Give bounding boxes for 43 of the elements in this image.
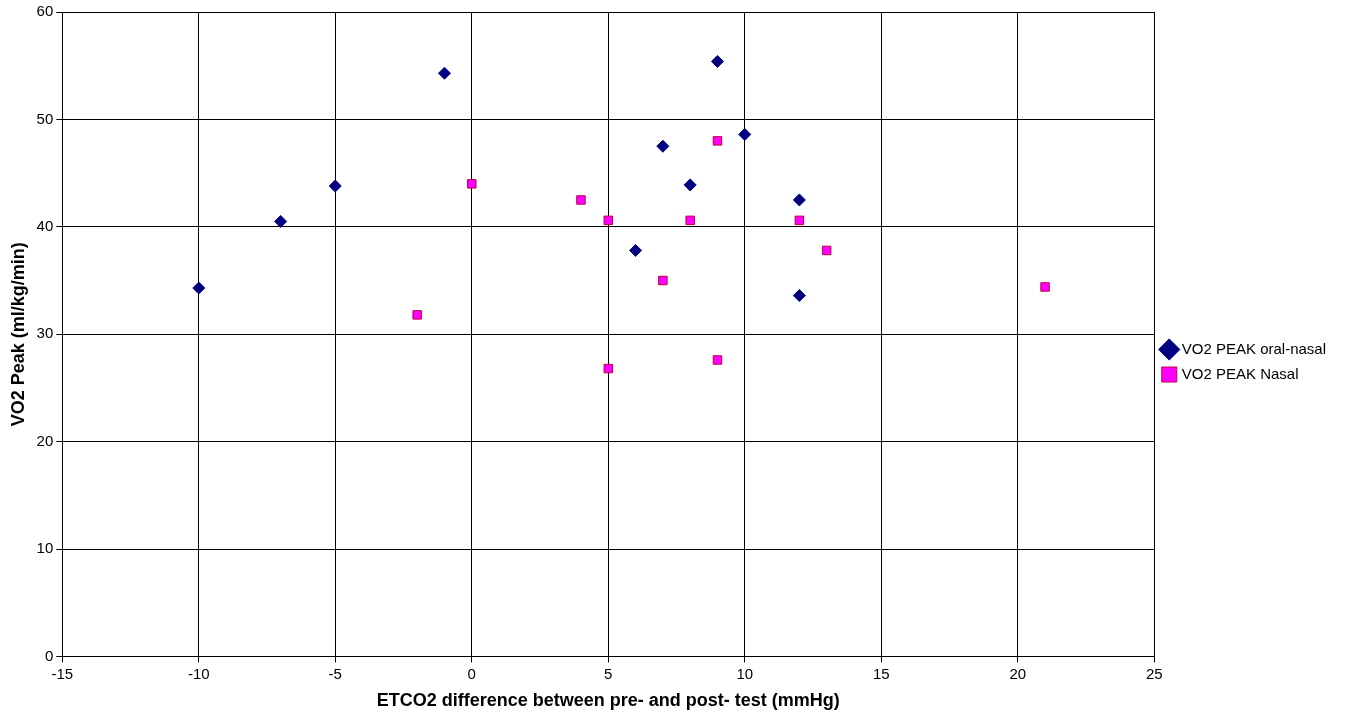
point — [712, 355, 723, 365]
point — [192, 281, 206, 295]
y-tick-label: 10 — [36, 539, 54, 557]
x-tick-label: -5 — [328, 664, 342, 682]
point — [821, 245, 832, 256]
x-tick-label: 0 — [467, 664, 476, 682]
point — [576, 195, 586, 205]
y-tick-label: 30 — [36, 324, 54, 342]
point — [792, 289, 806, 303]
x-tick-label: 15 — [872, 664, 890, 682]
point — [629, 243, 643, 257]
x-tick-label: 25 — [1145, 664, 1163, 682]
point — [467, 179, 477, 189]
x-tick-label: 20 — [1009, 664, 1027, 682]
point — [794, 215, 805, 226]
point — [603, 215, 614, 226]
point — [437, 66, 451, 80]
legend-label: VO2 PEAK oral-nasal — [1181, 339, 1327, 357]
x-tick-label: 5 — [604, 664, 613, 682]
y-tick-label: 0 — [44, 646, 54, 664]
point — [328, 179, 342, 193]
point — [712, 136, 723, 146]
x-tick-label: 10 — [736, 664, 754, 682]
y-tick-label: 20 — [36, 431, 54, 449]
x-axis-title: ETCO2 difference between pre- and post- test (mmHg) — [376, 690, 840, 711]
point — [274, 214, 288, 228]
point — [683, 178, 697, 192]
point — [685, 215, 695, 226]
point — [603, 363, 614, 374]
y-tick-label: 50 — [36, 109, 54, 127]
point — [710, 54, 724, 68]
point — [1040, 282, 1050, 292]
point — [412, 310, 422, 320]
point — [658, 275, 668, 286]
legend-label: VO2 PEAK Nasal — [1181, 364, 1299, 382]
y-tick-label: 60 — [36, 2, 54, 20]
point — [792, 193, 806, 207]
x-tick-label: -15 — [51, 664, 74, 682]
point — [656, 139, 670, 153]
x-tick-label: -10 — [187, 664, 210, 682]
point — [738, 127, 752, 141]
y-tick-label: 40 — [36, 216, 54, 234]
y-axis-title: VO2 Peak (ml/kg/min) — [7, 242, 28, 427]
